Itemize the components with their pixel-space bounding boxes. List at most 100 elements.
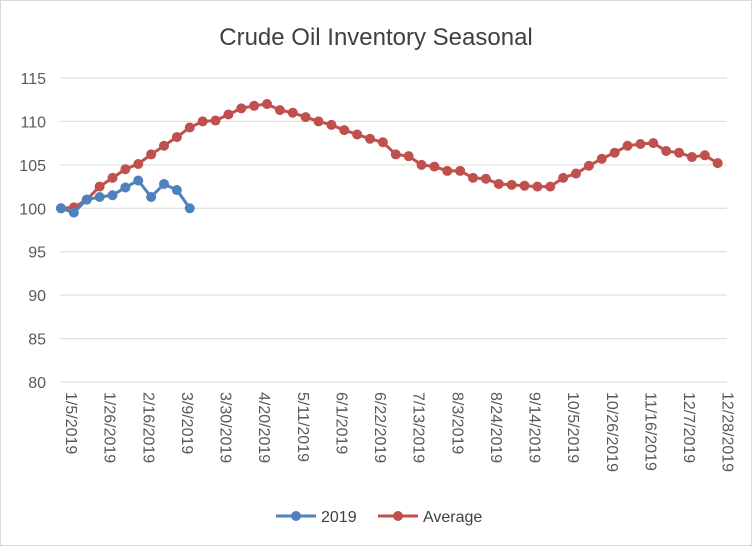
x-tick-label: 9/14/2019 [526,392,543,463]
x-tick-label: 12/7/2019 [680,392,697,463]
data-point [171,132,182,143]
data-point [377,137,388,148]
grid-lines [60,77,727,383]
series-layer [56,99,723,218]
data-point [326,119,337,130]
data-point [146,191,157,202]
data-point [120,182,131,193]
chart-title: Crude Oil Inventory Seasonal [219,24,533,51]
data-point [596,153,607,164]
data-point [68,207,79,218]
x-tick-label: 11/16/2019 [641,392,658,471]
x-axis-tick-labels: 1/5/2019 1/26/2019 2/16/2019 3/9/2019 3/30/2… [62,392,736,472]
data-point [352,129,363,140]
data-point [519,180,530,191]
data-point [159,178,170,189]
data-point [390,149,401,160]
data-point [81,194,92,205]
legend-marker [393,511,403,521]
data-point [133,158,144,169]
data-point [300,112,311,123]
data-point [558,172,569,183]
x-tick-label: 6/22/2019 [371,392,388,463]
x-tick-label: 12/28/2019 [719,392,736,472]
data-point [532,181,543,192]
data-point [661,145,672,156]
y-tick-label: 105 [19,158,46,175]
data-point [403,151,414,162]
y-axis-tick-labels: 80 85 90 95 100 105 110 115 [19,71,46,392]
data-point [184,122,195,133]
data-point [455,165,466,176]
data-point [442,165,453,176]
x-tick-label: 5/11/2019 [294,392,311,462]
x-tick-label: 1/26/2019 [101,392,118,463]
y-tick-label: 115 [20,71,46,88]
data-point [56,203,66,214]
data-point [159,140,170,151]
x-tick-label: 4/20/2019 [255,392,272,463]
legend-label: 2019 [321,509,357,526]
data-point [236,103,247,114]
legend-item-average: Average [378,509,482,526]
data-point [583,160,594,171]
legend-item-2019: 2019 [276,509,357,526]
data-point [480,173,491,184]
data-point [171,185,182,196]
data-point [635,139,646,150]
y-tick-label: 80 [28,375,46,392]
data-point [674,147,685,158]
data-point [107,172,118,183]
x-tick-label: 10/26/2019 [603,392,620,472]
y-tick-label: 95 [28,245,46,262]
x-tick-label: 7/13/2019 [410,392,427,463]
data-point [648,138,659,149]
x-tick-label: 10/5/2019 [564,392,581,463]
data-point [313,116,324,127]
x-tick-label: 6/1/2019 [332,392,349,454]
series-line [60,102,719,210]
data-point [468,172,479,183]
x-tick-label: 2/16/2019 [139,392,156,463]
data-point [94,191,105,202]
data-point [506,179,517,190]
data-point [493,178,504,189]
legend: 2019 Average [276,509,482,526]
y-tick-label: 85 [28,332,46,349]
data-point [223,109,234,120]
y-tick-label: 100 [19,201,46,218]
y-tick-label: 110 [20,114,46,131]
x-tick-label: 3/30/2019 [217,392,234,463]
series-2019 [56,175,195,218]
legend-marker [291,511,301,521]
data-point [545,181,556,192]
data-point [274,105,285,116]
data-point [210,115,221,126]
data-point [184,203,195,214]
data-point [571,168,582,179]
data-point [416,159,427,170]
data-point [249,100,260,111]
data-point [262,99,273,110]
data-point [429,161,440,172]
data-point [712,158,723,169]
data-point [146,149,157,160]
data-point [622,140,633,151]
data-point [686,152,697,163]
data-point [287,107,298,118]
x-tick-label: 1/5/2019 [62,392,79,454]
data-point [133,175,144,186]
data-point [365,133,376,144]
legend-label: Average [423,509,482,526]
data-point [107,190,118,201]
x-tick-label: 8/24/2019 [487,392,504,463]
data-point [197,116,208,127]
x-tick-label: 8/3/2019 [448,392,465,454]
x-tick-label: 3/9/2019 [178,392,195,454]
data-point [699,150,710,161]
data-point [120,164,131,175]
data-point [94,181,105,192]
data-point [339,125,350,136]
data-point [609,147,620,158]
